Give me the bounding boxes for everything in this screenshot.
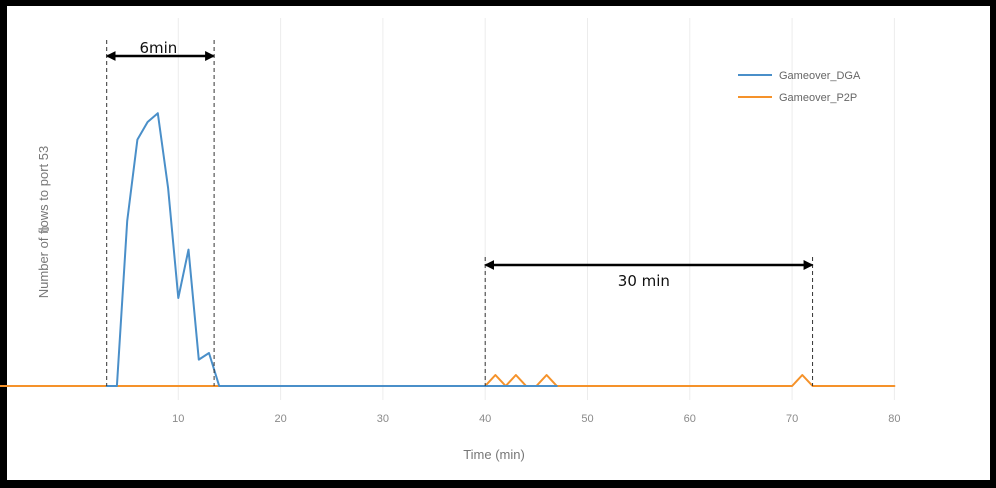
- x-tick-label-40: 40: [479, 413, 491, 425]
- series-line-gameover-dga: [105, 112, 558, 387]
- x-tick-label-60: 60: [684, 413, 696, 425]
- x-tick-label-20: 20: [274, 413, 286, 425]
- series-line-gameover-p2p: [0, 374, 896, 387]
- x-axis-ticks: 10 20 30 40 50 60 70 80: [172, 413, 900, 425]
- x-tick-label-30: 30: [377, 413, 389, 425]
- annotations: 6min 30 min: [105, 39, 814, 386]
- x-tick-label-70: 70: [786, 413, 798, 425]
- x-tick-label-80: 80: [888, 413, 900, 425]
- x-tick-label-10: 10: [172, 413, 184, 425]
- annotation-label-1: 30 min: [618, 272, 670, 290]
- series-layer: [0, 112, 896, 387]
- y-axis-title: Number of flows to port 53: [36, 146, 51, 298]
- x-axis-title: Time (min): [463, 447, 525, 462]
- y-tick-label: 0: [40, 226, 52, 232]
- annotation-label-0: 6min: [139, 39, 177, 57]
- x-tick-label-50: 50: [581, 413, 593, 425]
- legend-label-gameover-p2p: Gameover_P2P: [779, 92, 857, 104]
- legend-label-gameover-dga: Gameover_DGA: [779, 70, 861, 82]
- legend: Gameover_DGA Gameover_P2P: [738, 70, 861, 104]
- gridlines: [177, 18, 895, 400]
